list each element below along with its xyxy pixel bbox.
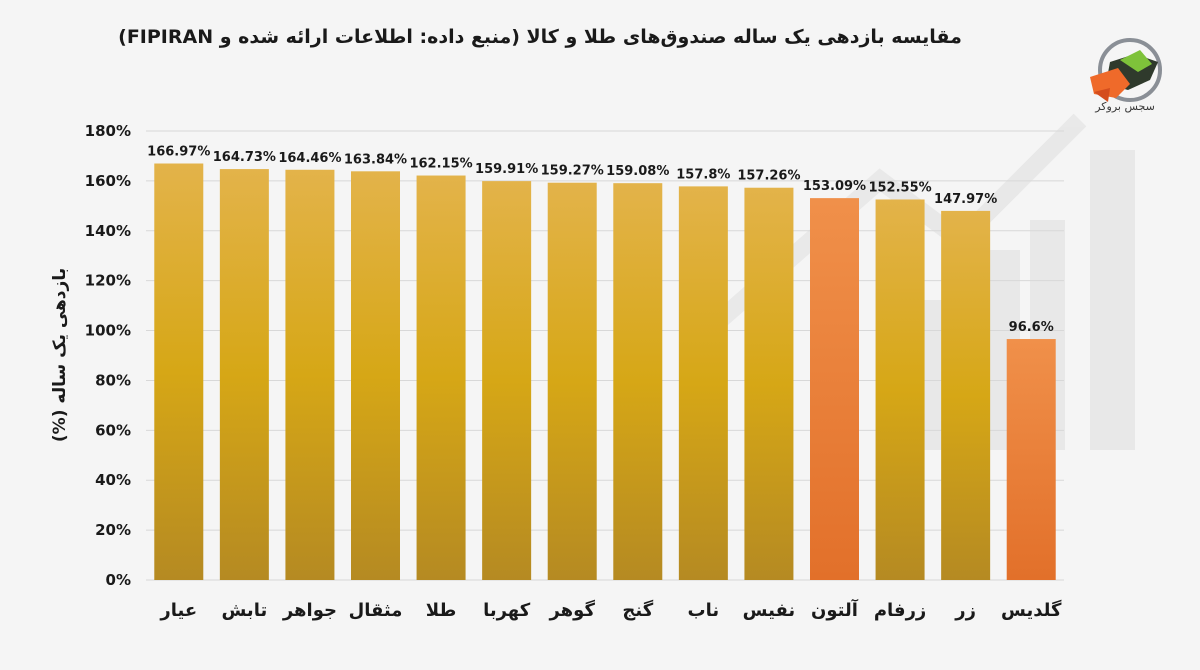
x-tick-label: جواهر xyxy=(282,600,337,621)
y-tick-label: 120% xyxy=(85,272,131,290)
bar xyxy=(351,171,400,580)
data-label: 163.84% xyxy=(344,152,407,167)
bar xyxy=(219,169,269,581)
data-label: 164.73% xyxy=(213,150,276,165)
x-tick-label: آلتون xyxy=(811,598,859,621)
bar xyxy=(285,169,335,580)
x-tick-label: کهربا xyxy=(483,600,531,621)
logo-text: سجس بروکر xyxy=(1095,100,1155,113)
data-label: 159.08% xyxy=(606,164,669,179)
chart-title: مقایسه بازدهی یک ساله صندوق‌های طلا و کا… xyxy=(118,26,962,48)
data-label: 157.8% xyxy=(676,167,730,182)
data-label: 162.15% xyxy=(409,157,472,172)
bull-head-logo-icon xyxy=(1090,38,1162,102)
data-label: 166.97% xyxy=(147,145,210,160)
y-tick-label: 80% xyxy=(95,371,131,389)
bar xyxy=(744,187,794,580)
bar xyxy=(547,182,597,580)
x-tick-label: تابش xyxy=(221,600,267,621)
x-tick-label: نفیس xyxy=(743,600,796,621)
x-tick-label: عیار xyxy=(159,600,197,621)
y-tick-label: 0% xyxy=(106,571,131,589)
bar xyxy=(810,198,859,581)
x-tick-label: گنج xyxy=(622,599,653,621)
y-tick-label: 100% xyxy=(85,322,131,340)
y-tick-label: 60% xyxy=(95,421,131,439)
x-tick-label: زرفام xyxy=(874,600,926,621)
x-tick-label: مثقال xyxy=(349,600,403,621)
bar xyxy=(482,181,532,580)
y-tick-label: 160% xyxy=(85,172,131,190)
bar xyxy=(678,186,728,581)
data-label: 164.46% xyxy=(278,151,341,166)
bar xyxy=(875,199,925,580)
data-label: 152.55% xyxy=(868,180,931,195)
data-label: 96.6% xyxy=(1009,320,1054,335)
bar xyxy=(941,210,991,581)
bar xyxy=(154,163,204,580)
x-tick-label: گوهر xyxy=(548,599,595,621)
data-label: 153.09% xyxy=(803,179,866,194)
bar xyxy=(1006,339,1056,580)
y-tick-label: 140% xyxy=(85,222,131,240)
data-label: 147.97% xyxy=(934,192,997,207)
bar xyxy=(613,183,663,580)
y-tick-label: 20% xyxy=(95,521,131,539)
x-tick-label: طلا xyxy=(426,600,457,621)
data-label: 159.27% xyxy=(541,164,604,179)
x-tick-label: زر xyxy=(954,600,976,621)
y-tick-label: 180% xyxy=(85,122,131,140)
x-tick-label: ناب xyxy=(688,600,720,621)
data-label: 157.26% xyxy=(737,169,800,184)
data-label: 159.91% xyxy=(475,162,538,177)
bar xyxy=(416,175,466,581)
y-tick-label: 40% xyxy=(95,471,131,489)
x-tick-label: گلدیس xyxy=(1001,599,1062,621)
